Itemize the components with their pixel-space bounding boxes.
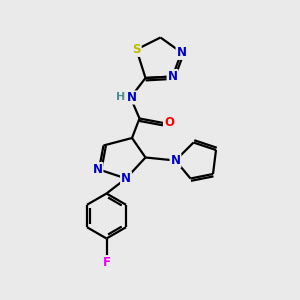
Text: N: N [176,46,187,59]
Text: N: N [92,163,103,176]
Text: F: F [103,256,110,269]
Text: O: O [164,116,174,130]
Text: H: H [116,92,125,103]
Text: N: N [167,70,178,83]
Text: N: N [170,154,181,167]
Text: N: N [121,172,131,185]
Text: S: S [132,43,141,56]
Text: N: N [127,91,137,104]
